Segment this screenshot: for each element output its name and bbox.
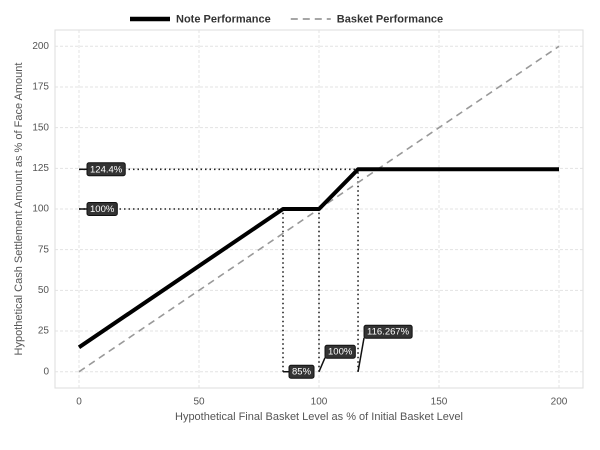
annotation-label: 116.267% — [367, 327, 410, 338]
x-tick-label: 100 — [311, 397, 328, 408]
label-box — [363, 324, 413, 339]
leader — [357, 337, 365, 372]
label-box — [86, 162, 126, 177]
annotation: 85% — [283, 364, 315, 379]
y-tick-label: 200 — [32, 41, 49, 52]
legend: Note Performance Basket Performance — [130, 13, 443, 25]
series-line — [77, 167, 559, 349]
annotation-label: 85% — [292, 367, 312, 378]
annotation-label: 124.4% — [90, 164, 123, 175]
y-tick-label: 0 — [43, 366, 49, 377]
annotation: 116.267% — [357, 324, 413, 372]
annotation: 100% — [79, 202, 118, 216]
label-box — [324, 344, 356, 359]
x-tick-label: 0 — [76, 397, 82, 408]
y-axis-title: Hypothetical Cash Settlement Amount as %… — [13, 63, 25, 356]
leader — [318, 357, 326, 373]
y-tick-label: 25 — [38, 326, 50, 337]
y-tick-label: 100 — [32, 204, 49, 215]
legend-label: Note Performance — [176, 13, 271, 25]
annotation: 100% — [318, 344, 356, 373]
label-box — [86, 202, 118, 216]
y-tick-label: 75 — [38, 244, 50, 255]
y-tick-label: 125 — [32, 163, 49, 174]
label-box — [288, 364, 315, 379]
x-tick-label: 200 — [551, 397, 568, 408]
x-axis-title: Hypothetical Final Basket Level as % of … — [175, 411, 463, 423]
annotation: 124.4% — [79, 162, 126, 177]
annotation-label: 100% — [90, 204, 115, 215]
y-tick-label: 175 — [32, 82, 49, 93]
x-tick-label: 50 — [193, 397, 205, 408]
y-tick-label: 150 — [32, 122, 49, 133]
legend-label: Basket Performance — [337, 13, 443, 25]
x-tick-label: 150 — [431, 397, 448, 408]
annotation-label: 100% — [328, 347, 353, 358]
y-tick-label: 50 — [38, 285, 50, 296]
